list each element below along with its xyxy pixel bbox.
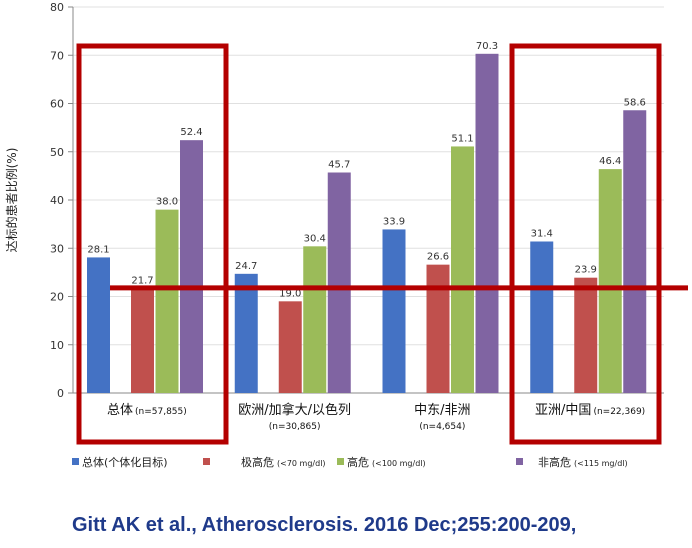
bar-value-label: 19.0 bbox=[279, 288, 301, 299]
bar bbox=[530, 241, 554, 393]
y-tick-label: 0 bbox=[57, 387, 64, 400]
legend: 总体(个体化目标) 极高危 (<70 mg/dl) 高危 (<100 mg/dl) 非高危… bbox=[72, 455, 628, 469]
bar-value-label: 23.9 bbox=[575, 265, 597, 276]
bar bbox=[623, 110, 647, 393]
y-tick-label: 20 bbox=[50, 291, 64, 304]
x-tick-labels: 总体 (n=57,855) 欧洲/加拿大/以色列 (n=30,865) 中东/非洲 (n=… bbox=[107, 402, 645, 432]
x-tick-label: 欧洲/加拿大/以色列 bbox=[238, 402, 351, 418]
x-tick-label: 中东/非洲 bbox=[414, 403, 470, 418]
legend-swatch bbox=[337, 458, 344, 465]
bar bbox=[475, 53, 499, 394]
legend-swatch bbox=[516, 458, 523, 465]
x-tick-sublabel: (n=4,654) bbox=[419, 422, 465, 432]
bar-value-label: 70.3 bbox=[476, 41, 498, 52]
bar bbox=[180, 140, 203, 393]
bar-series bbox=[87, 53, 647, 394]
y-tick-label: 50 bbox=[50, 146, 64, 159]
bar-value-label: 58.6 bbox=[624, 97, 646, 108]
bar-value-label: 21.7 bbox=[131, 275, 153, 286]
bar-value-label: 46.4 bbox=[599, 156, 621, 167]
y-tick-label: 60 bbox=[50, 98, 64, 111]
bar bbox=[303, 246, 327, 393]
bar-value-label: 31.4 bbox=[531, 228, 553, 239]
y-tick-label: 70 bbox=[50, 49, 64, 62]
bar-value-label: 33.9 bbox=[383, 216, 405, 227]
y-tick-label: 80 bbox=[50, 1, 64, 14]
highlight-box bbox=[76, 43, 229, 445]
x-tick-sublabel: (n=30,865) bbox=[269, 422, 321, 432]
bar bbox=[87, 257, 110, 393]
bar-value-label: 28.1 bbox=[87, 244, 109, 255]
x-tick-label: 总体 (n=57,855) bbox=[107, 403, 187, 418]
bar bbox=[451, 146, 474, 393]
bar bbox=[155, 209, 179, 393]
legend-label: 极高危 (<70 mg/dl) bbox=[241, 455, 326, 469]
bar bbox=[598, 169, 622, 393]
legend-label: 高危 (<100 mg/dl) bbox=[347, 455, 426, 469]
highlight-box bbox=[509, 43, 662, 445]
y-tick-labels: 0 10 20 30 40 50 60 70 80 bbox=[50, 1, 64, 400]
bar bbox=[327, 172, 351, 393]
y-tick-label: 40 bbox=[50, 194, 64, 207]
bar-value-label: 24.7 bbox=[235, 261, 257, 272]
bar-value-label: 45.7 bbox=[328, 159, 350, 170]
bar bbox=[574, 277, 598, 393]
y-tick-label: 30 bbox=[50, 242, 64, 255]
bar-value-label: 26.6 bbox=[427, 252, 449, 263]
x-tick-label: 亚洲/中国 (n=22,369) bbox=[535, 403, 645, 418]
y-tick-label: 10 bbox=[50, 339, 64, 352]
y-axis-title: 达标的患者比例(%) bbox=[4, 148, 19, 253]
bar-value-label: 52.4 bbox=[180, 127, 202, 138]
bar bbox=[278, 301, 302, 393]
bar-value-labels: 28.1 21.7 38.0 52.4 24.7 19.0 30.4 45.7 33.9 26.6… bbox=[87, 41, 646, 300]
legend-swatch bbox=[203, 458, 210, 465]
citation: Gitt AK et al., Atherosclerosis. 2016 De… bbox=[72, 514, 577, 536]
bar bbox=[382, 229, 406, 393]
bar bbox=[426, 264, 450, 393]
bar bbox=[131, 288, 154, 393]
bar-value-label: 51.1 bbox=[451, 133, 473, 144]
legend-label: 非高危 (<115 mg/dl) bbox=[538, 455, 628, 469]
bar bbox=[234, 273, 258, 393]
highlight-boxes bbox=[76, 43, 662, 445]
bar-value-label: 38.0 bbox=[156, 197, 178, 208]
legend-swatch bbox=[72, 458, 79, 465]
bar-value-label: 30.4 bbox=[304, 233, 326, 244]
legend-label: 总体(个体化目标) bbox=[82, 455, 168, 469]
